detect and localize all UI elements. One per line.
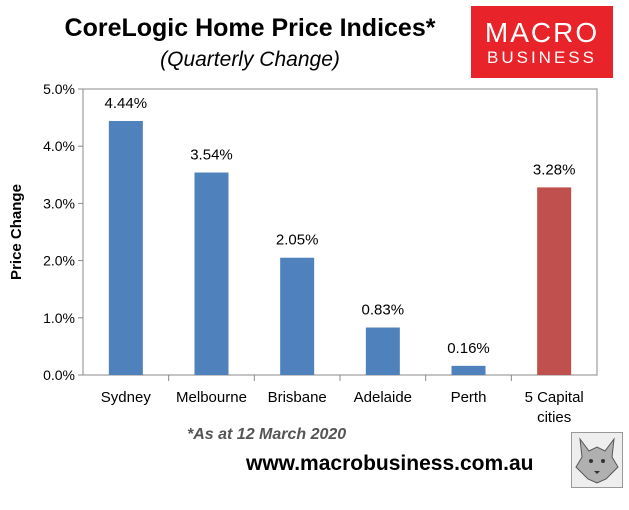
category-label: Adelaide [354, 389, 412, 406]
logo-line-1: MACRO [484, 17, 600, 48]
bar [194, 172, 229, 375]
y-tick-label: 1.0% [43, 310, 75, 326]
data-label: 3.28% [533, 161, 576, 178]
logo-line-2: BUSINESS [487, 48, 597, 67]
bar [537, 187, 572, 375]
category-label: cities [537, 409, 571, 426]
macrobusiness-logo: MACRO BUSINESS [471, 6, 613, 78]
data-label: 4.44% [105, 95, 148, 112]
y-tick-label: 5.0% [43, 81, 75, 97]
bar [280, 257, 315, 375]
plot-area [82, 88, 598, 376]
website-url: www.macrobusiness.com.au [246, 452, 534, 475]
chart-subtitle: (Quarterly Change) [160, 48, 340, 71]
bar [451, 365, 486, 375]
chart-title: CoreLogic Home Price Indices* [64, 14, 436, 42]
y-axis-title: Price Change [8, 184, 25, 280]
bar [365, 327, 400, 375]
wolf-logo-icon [571, 432, 623, 488]
data-label: 0.16% [447, 340, 490, 357]
y-tick-label: 3.0% [43, 195, 75, 211]
footnote: *As at 12 March 2020 [187, 426, 347, 443]
data-label: 0.83% [362, 302, 405, 319]
category-label: Perth [451, 389, 487, 406]
y-tick-label: 0.0% [43, 367, 75, 383]
bar [108, 121, 143, 375]
category-label: Brisbane [268, 389, 327, 406]
category-label: 5 Capital [525, 389, 584, 406]
y-tick-label: 2.0% [43, 253, 75, 269]
data-label: 3.54% [190, 147, 233, 164]
data-label: 2.05% [276, 232, 319, 249]
category-label: Sydney [101, 389, 152, 406]
y-tick-label: 4.0% [43, 138, 75, 154]
category-label: Melbourne [176, 389, 247, 406]
